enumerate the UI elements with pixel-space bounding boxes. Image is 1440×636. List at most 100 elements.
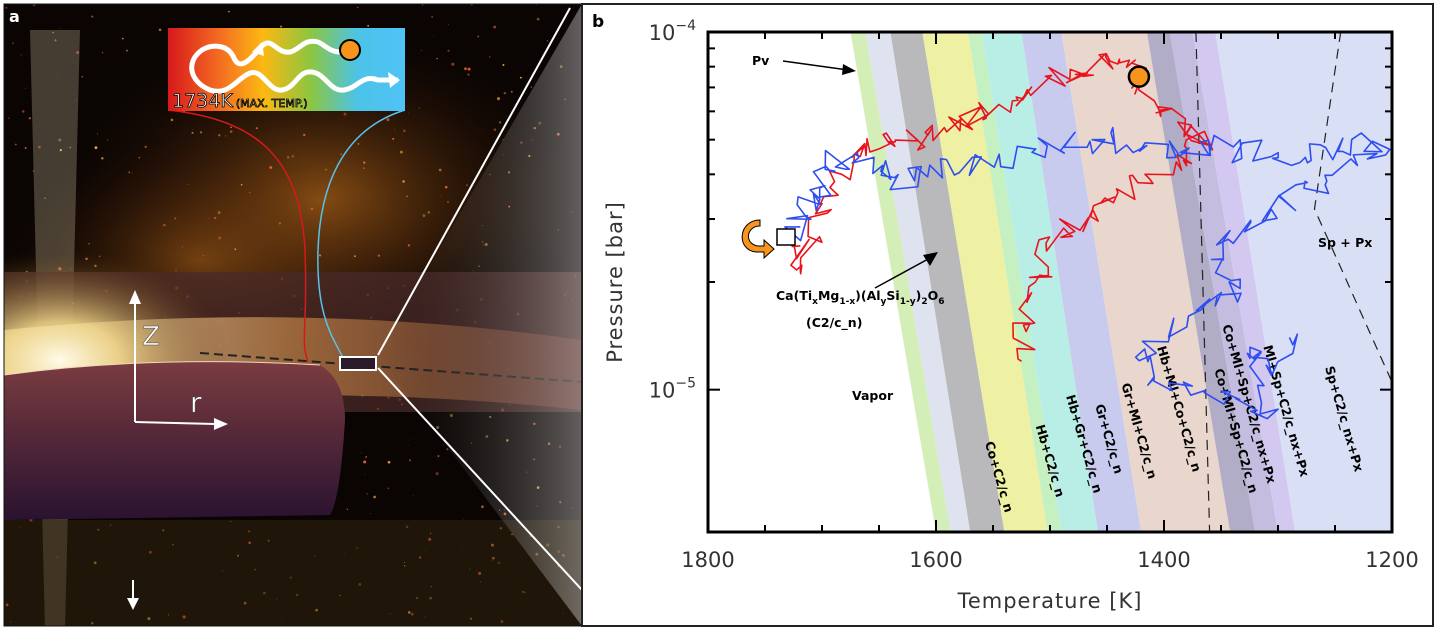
particle-trajectory-upper: [231, 38, 341, 67]
star: [181, 246, 183, 248]
max-temp-label: 1734K (MAX. TEMP.): [172, 90, 308, 112]
star: [353, 255, 356, 258]
star: [58, 138, 62, 142]
star: [188, 184, 190, 185]
star: [229, 130, 233, 133]
star: [447, 201, 449, 203]
star: [363, 167, 365, 169]
star: [364, 473, 366, 475]
cpx-short-label: (C2/c_n): [806, 315, 862, 331]
star: [291, 155, 295, 158]
star: [303, 133, 306, 137]
star: [5, 603, 9, 607]
star: [403, 129, 406, 133]
star: [530, 86, 533, 88]
star: [535, 4, 537, 6]
star: [367, 24, 369, 27]
star: [12, 42, 14, 44]
funnel-curve-red: [167, 109, 309, 363]
particle-trajectory: [189, 43, 398, 94]
star: [230, 126, 232, 129]
phase-field: [1215, 32, 1392, 532]
star: [447, 49, 450, 52]
star: [479, 581, 481, 583]
star: [167, 614, 169, 616]
star: [386, 118, 390, 122]
star: [436, 57, 438, 60]
star: [438, 168, 442, 172]
star: [91, 621, 94, 625]
star: [344, 553, 345, 554]
star: [418, 107, 420, 109]
star: [416, 597, 419, 600]
pv-label: Pv: [752, 53, 769, 68]
star: [478, 571, 482, 575]
star: [363, 460, 367, 464]
star: [94, 146, 98, 150]
star: [76, 99, 77, 101]
star: [407, 611, 411, 614]
star: [358, 582, 362, 586]
cpx-arrow: [874, 257, 931, 289]
star: [187, 183, 188, 185]
star: [465, 184, 469, 187]
star: [389, 613, 391, 615]
phase-diagram-plot: Co+C2/c_n Hb+C2/c_nHb+Gr+C2/c_nGr+C2/c_nG…: [649, 18, 1419, 572]
trajectory-arrow-icon: [252, 42, 264, 56]
star: [399, 150, 403, 154]
star: [122, 37, 124, 40]
star: [431, 16, 433, 18]
star: [248, 541, 251, 545]
star: [357, 142, 360, 145]
star: [356, 547, 358, 549]
star: [476, 570, 478, 571]
star: [107, 139, 109, 141]
trajectory-arrow-icon: [388, 72, 400, 88]
star: [248, 191, 251, 194]
x-tick-label: 1200: [1365, 548, 1418, 572]
star: [497, 561, 501, 565]
star: [281, 621, 283, 623]
star: [59, 148, 62, 152]
midplane-dashed-line: [199, 352, 582, 383]
star: [172, 543, 174, 546]
disk-edge: [4, 361, 321, 376]
star: [255, 127, 258, 130]
end-marker-circle: [1127, 65, 1151, 88]
star: [192, 129, 194, 130]
star: [236, 554, 240, 557]
star: [221, 570, 224, 572]
star: [490, 543, 494, 547]
star: [429, 596, 432, 600]
star: [310, 207, 314, 211]
star: [101, 157, 104, 160]
star: [439, 195, 441, 197]
star: [276, 598, 278, 600]
blue-trajectory: [784, 126, 1391, 420]
star: [408, 112, 409, 114]
star: [387, 460, 391, 464]
star: [371, 577, 373, 578]
star: [546, 40, 549, 42]
star: [428, 537, 432, 541]
star: [314, 555, 316, 557]
star: [138, 156, 141, 159]
star: [76, 50, 80, 55]
star: [356, 6, 359, 9]
star: [469, 617, 473, 620]
star: [218, 134, 221, 137]
star: [387, 487, 390, 489]
star: [182, 615, 186, 619]
star: [498, 121, 502, 124]
x-tick-label: 1800: [681, 548, 734, 572]
star: [407, 444, 409, 446]
star: [369, 513, 371, 515]
phase-field: [1061, 32, 1231, 532]
u-turn-arrow-icon: [741, 219, 775, 260]
star: [448, 24, 450, 26]
star: [496, 97, 501, 101]
star: [493, 25, 497, 29]
star: [406, 195, 408, 198]
cpx-arrow-head-icon: [923, 252, 938, 266]
